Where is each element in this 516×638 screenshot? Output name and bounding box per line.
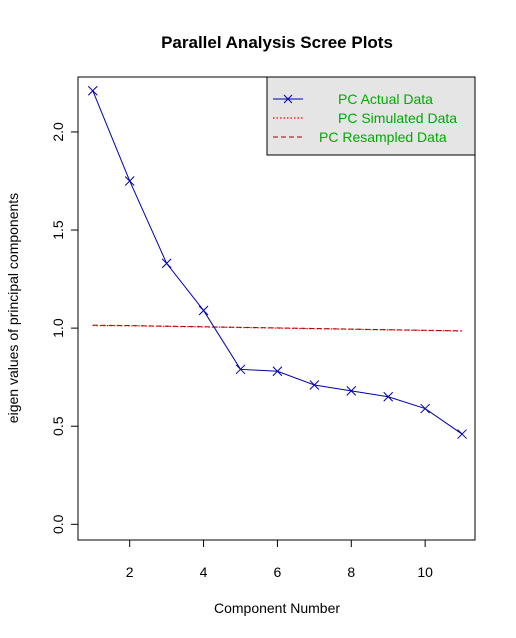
series-resampled-line [92, 324, 463, 332]
y-tick-label: 2.0 [50, 122, 66, 142]
legend-actual-marker [283, 94, 293, 104]
actual-data-point [198, 305, 209, 316]
y-axis: 0.0 0.5 1.0 1.5 2.0 [50, 122, 78, 534]
x-axis: 2 4 6 8 10 [126, 540, 433, 580]
actual-data-point [87, 85, 98, 96]
y-tick-label: 1.0 [50, 318, 66, 338]
actual-data-point [457, 429, 467, 439]
legend-actual-label: PC Actual Data [338, 91, 433, 107]
x-tick-label: 4 [200, 564, 208, 580]
legend-resampled-label: PC Resampled Data [319, 129, 447, 145]
actual-data-point [309, 380, 320, 390]
actual-data-point [346, 386, 357, 396]
x-axis-label: Component Number [214, 600, 340, 616]
y-tick-label: 1.5 [50, 220, 66, 240]
actual-data-point [124, 176, 135, 186]
x-tick-label: 8 [347, 564, 355, 580]
y-tick-label: 0.0 [50, 514, 66, 534]
actual-data-point [235, 364, 246, 375]
actual-data-point [383, 391, 394, 402]
x-tick-label: 6 [274, 564, 282, 580]
x-tick-label: 2 [126, 564, 134, 580]
legend-box [266, 76, 476, 156]
actual-data-point [272, 366, 283, 377]
y-axis-label: eigen values of principal components [5, 193, 21, 423]
legend-simulated-label: PC Simulated Data [338, 110, 457, 126]
actual-data-point [161, 258, 172, 269]
chart-title: Parallel Analysis Scree Plots [161, 33, 393, 52]
actual-data-point [420, 403, 430, 414]
y-tick-label: 0.5 [50, 416, 66, 436]
x-tick-label: 10 [417, 564, 433, 580]
series-layer [87, 85, 467, 439]
legend: PC Actual Data PC Simulated Data PC Resa… [266, 76, 476, 156]
